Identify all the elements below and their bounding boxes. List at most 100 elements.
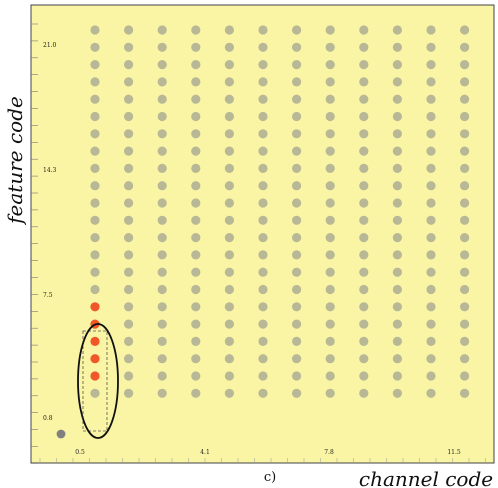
grid-point bbox=[225, 77, 234, 86]
grid-point bbox=[158, 164, 167, 173]
grid-point bbox=[326, 216, 335, 225]
grid-point bbox=[292, 285, 301, 294]
grid-point bbox=[359, 216, 368, 225]
grid-point bbox=[326, 181, 335, 190]
grid-point bbox=[90, 25, 99, 34]
grid-point bbox=[258, 285, 267, 294]
grid-point bbox=[426, 268, 435, 277]
grid-point bbox=[460, 25, 469, 34]
grid-point bbox=[292, 250, 301, 259]
grid-point bbox=[426, 198, 435, 207]
grid-point bbox=[393, 147, 402, 156]
grid-point bbox=[460, 43, 469, 52]
grid-point bbox=[124, 25, 133, 34]
grid-point bbox=[124, 95, 133, 104]
grid-point bbox=[124, 337, 133, 346]
grid-point bbox=[158, 181, 167, 190]
x-tick-label: 0.5 bbox=[75, 449, 85, 456]
grid-point bbox=[158, 337, 167, 346]
grid-point bbox=[326, 250, 335, 259]
grid-point bbox=[359, 43, 368, 52]
grid-point bbox=[426, 112, 435, 121]
grid-point bbox=[393, 268, 402, 277]
grid-point bbox=[426, 43, 435, 52]
grid-point bbox=[191, 164, 200, 173]
grid-point bbox=[225, 371, 234, 380]
grid-point bbox=[393, 354, 402, 363]
grid-point bbox=[225, 302, 234, 311]
grid-point bbox=[225, 389, 234, 398]
grid-point bbox=[460, 216, 469, 225]
grid-point bbox=[359, 181, 368, 190]
grid-point bbox=[393, 112, 402, 121]
grid-point bbox=[326, 389, 335, 398]
x-tick-label: 7.8 bbox=[324, 449, 334, 456]
grid-point bbox=[292, 181, 301, 190]
grid-point bbox=[359, 371, 368, 380]
grid-point bbox=[225, 112, 234, 121]
grid-point bbox=[158, 268, 167, 277]
grid-point bbox=[460, 302, 469, 311]
grid-point bbox=[460, 129, 469, 138]
grid-point bbox=[426, 147, 435, 156]
grid-point bbox=[426, 25, 435, 34]
grid-point bbox=[359, 147, 368, 156]
grid-point bbox=[359, 250, 368, 259]
grid-point bbox=[359, 389, 368, 398]
grid-point bbox=[225, 60, 234, 69]
grid-point bbox=[326, 320, 335, 329]
grid-point bbox=[90, 129, 99, 138]
grid-point bbox=[426, 233, 435, 242]
grid-point bbox=[426, 95, 435, 104]
grid-point bbox=[460, 233, 469, 242]
grid-point bbox=[225, 181, 234, 190]
grid-point bbox=[191, 268, 200, 277]
grid-point bbox=[292, 389, 301, 398]
grid-point bbox=[326, 268, 335, 277]
grid-point bbox=[225, 43, 234, 52]
grid-point bbox=[158, 95, 167, 104]
outlier-point bbox=[57, 430, 66, 439]
grid-point bbox=[124, 147, 133, 156]
grid-point bbox=[90, 250, 99, 259]
grid-point bbox=[158, 112, 167, 121]
grid-point bbox=[158, 302, 167, 311]
grid-point bbox=[359, 354, 368, 363]
grid-point bbox=[426, 337, 435, 346]
grid-point bbox=[90, 164, 99, 173]
grid-point bbox=[258, 25, 267, 34]
grid-point bbox=[292, 320, 301, 329]
grid-point bbox=[158, 371, 167, 380]
grid-point bbox=[359, 112, 368, 121]
grid-point bbox=[158, 77, 167, 86]
grid-point bbox=[90, 43, 99, 52]
grid-point bbox=[326, 198, 335, 207]
highlighted-point bbox=[90, 337, 99, 346]
grid-point bbox=[158, 25, 167, 34]
grid-point bbox=[393, 129, 402, 138]
grid-point bbox=[393, 77, 402, 86]
grid-point bbox=[326, 112, 335, 121]
grid-point bbox=[158, 147, 167, 156]
grid-point bbox=[460, 77, 469, 86]
grid-point bbox=[225, 216, 234, 225]
grid-point bbox=[359, 77, 368, 86]
grid-point bbox=[292, 302, 301, 311]
grid-point bbox=[124, 112, 133, 121]
grid-point bbox=[90, 181, 99, 190]
grid-point bbox=[359, 285, 368, 294]
grid-point bbox=[426, 371, 435, 380]
grid-point bbox=[359, 268, 368, 277]
grid-point bbox=[225, 198, 234, 207]
grid-point bbox=[393, 216, 402, 225]
grid-point bbox=[292, 25, 301, 34]
grid-point bbox=[225, 95, 234, 104]
grid-point bbox=[124, 198, 133, 207]
grid-point bbox=[258, 268, 267, 277]
grid-point bbox=[359, 302, 368, 311]
grid-point bbox=[326, 302, 335, 311]
grid-point bbox=[326, 43, 335, 52]
grid-point bbox=[460, 389, 469, 398]
grid-point bbox=[191, 337, 200, 346]
grid-point bbox=[359, 95, 368, 104]
